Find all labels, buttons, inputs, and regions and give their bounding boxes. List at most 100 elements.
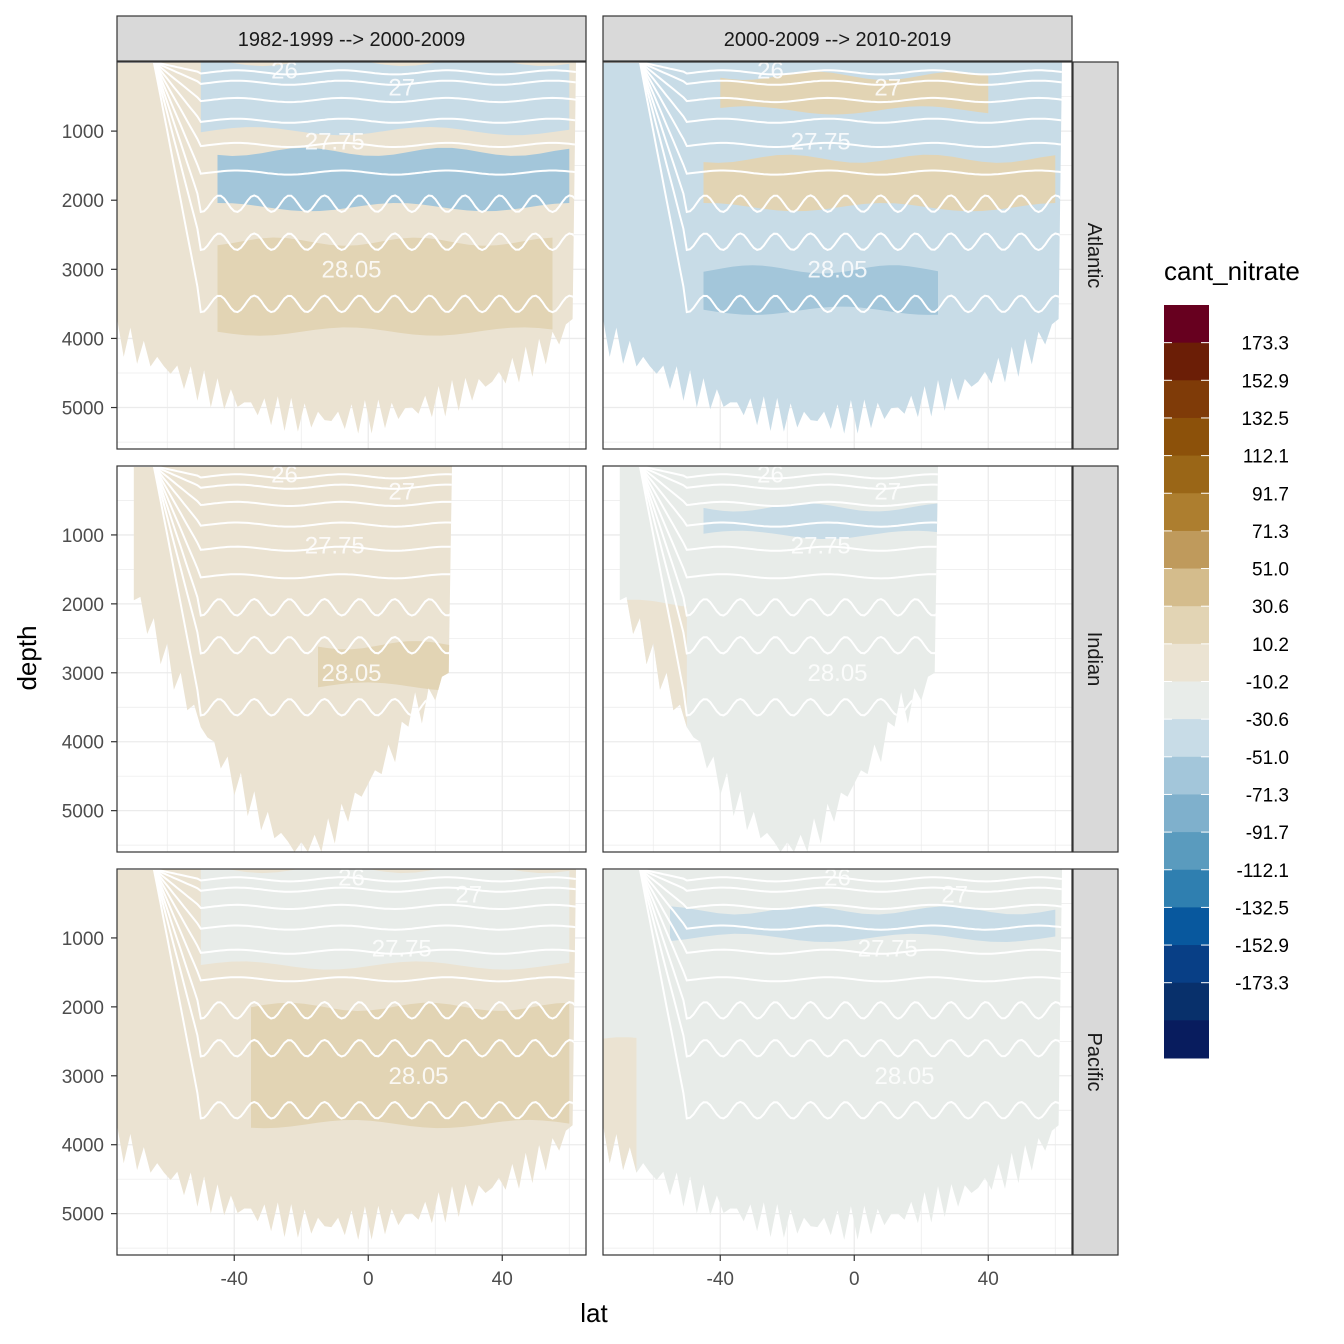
y-tick-label: 4000 bbox=[62, 329, 104, 350]
panel-atlantic-2: 26 27 27.75 28.05 bbox=[602, 57, 1073, 450]
row-strip bbox=[1072, 465, 1119, 853]
contour-label: 27 bbox=[455, 882, 482, 909]
contour-label: 27 bbox=[941, 882, 968, 909]
anomaly-region bbox=[251, 1002, 570, 1129]
legend-label: 132.5 bbox=[1241, 409, 1289, 430]
dominant-fill bbox=[619, 466, 938, 852]
x-axis-title: lat bbox=[580, 1298, 608, 1328]
anomaly-region bbox=[703, 265, 938, 315]
legend-label: 51.0 bbox=[1252, 560, 1289, 581]
contour-label: 28.05 bbox=[388, 1063, 448, 1090]
contour-label: 27.75 bbox=[858, 935, 918, 962]
panel-border bbox=[116, 868, 587, 1256]
legend-label: 10.2 bbox=[1252, 635, 1289, 656]
contour-label: 27 bbox=[388, 75, 415, 102]
contour-label: 26 bbox=[757, 461, 784, 488]
legend-swatch bbox=[1164, 342, 1209, 381]
legend-swatch bbox=[1164, 530, 1209, 570]
legend-swatch bbox=[1164, 907, 1209, 946]
legend-label: -91.7 bbox=[1246, 823, 1289, 844]
panel-pacific-1: 26 27 27.75 28.05 bbox=[116, 864, 587, 1256]
contour-label: 28.05 bbox=[807, 660, 867, 687]
contour-label: 27.75 bbox=[305, 532, 365, 559]
contour-label: 28.05 bbox=[874, 1063, 934, 1090]
legend-label: 71.3 bbox=[1252, 522, 1289, 543]
legend-swatch bbox=[1164, 1020, 1209, 1059]
panels-layer: 26 27 27.75 28.05 26 27 27.75 28.05 26 27 27.75 28.… bbox=[116, 57, 1073, 1256]
contour-label: 27.75 bbox=[791, 532, 851, 559]
contour-label: 28.05 bbox=[321, 256, 381, 283]
legend-swatch bbox=[1164, 982, 1209, 1021]
legend-label: 112.1 bbox=[1243, 447, 1289, 468]
legend-swatch bbox=[1164, 794, 1209, 833]
y-tick-label: 3000 bbox=[62, 260, 104, 281]
panel-border bbox=[602, 465, 1073, 853]
anomaly-region bbox=[200, 62, 570, 136]
contour-label: 27.75 bbox=[372, 935, 432, 962]
legend-swatch bbox=[1164, 643, 1209, 682]
isopycnal-lines bbox=[619, 466, 938, 717]
legend-label: -152.9 bbox=[1235, 936, 1289, 957]
legend-label: -30.6 bbox=[1246, 710, 1289, 731]
y-tick-label: 5000 bbox=[62, 802, 104, 823]
legend-label: -132.5 bbox=[1235, 898, 1289, 919]
x-tick-label: -40 bbox=[221, 1269, 248, 1290]
y-axis-title: depth bbox=[12, 625, 42, 690]
legend-swatch bbox=[1164, 493, 1209, 532]
legend-swatch bbox=[1164, 756, 1209, 795]
panel-indian-2: 26 27 27.75 28.05 bbox=[602, 461, 1073, 853]
panel-border bbox=[116, 465, 587, 853]
y-tick-label: 3000 bbox=[62, 664, 104, 685]
y-tick-label: 4000 bbox=[62, 733, 104, 754]
isopycnal-lines bbox=[133, 466, 453, 717]
legend-swatch bbox=[1164, 869, 1209, 908]
isopycnal-lines bbox=[117, 62, 576, 314]
row-strip-label: Indian bbox=[1083, 632, 1105, 687]
legend-title: cant_nitrate bbox=[1164, 256, 1300, 286]
axes-layer: 1000 2000 3000 4000 5000 1000 2000 3000 4000 5000… bbox=[62, 122, 999, 1290]
contour-label: 27.75 bbox=[305, 128, 365, 155]
y-tick-label: 2000 bbox=[62, 998, 104, 1019]
contour-label: 27 bbox=[874, 479, 901, 506]
column-strip-label: 1982-1999 --> 2000-2009 bbox=[238, 29, 465, 51]
legend-label: -71.3 bbox=[1246, 785, 1289, 806]
legend-swatch bbox=[1164, 455, 1209, 494]
y-tick-label: 2000 bbox=[62, 191, 104, 212]
contour-label: 26 bbox=[757, 57, 784, 84]
legend-swatch bbox=[1164, 832, 1209, 871]
legend-label: -173.3 bbox=[1235, 974, 1289, 995]
row-strip bbox=[1072, 61, 1119, 450]
y-tick-label: 1000 bbox=[62, 929, 104, 950]
x-tick-label: 0 bbox=[849, 1269, 860, 1290]
panel-pacific-2: 26 27 27.75 28.05 bbox=[602, 864, 1073, 1256]
column-strip-label: 2000-2009 --> 2010-2019 bbox=[724, 29, 951, 51]
contour-label: 26 bbox=[271, 461, 298, 488]
anomaly-region bbox=[720, 71, 989, 115]
y-tick-label: 3000 bbox=[62, 1067, 104, 1088]
contour-label: 26 bbox=[824, 864, 851, 891]
panel-indian-1: 26 27 27.75 28.05 bbox=[116, 461, 587, 853]
y-tick-label: 1000 bbox=[62, 526, 104, 547]
strips-layer: 1982-1999 --> 2000-2009 2000-2009 --> 201… bbox=[116, 15, 1119, 1256]
contour-label: 28.05 bbox=[321, 660, 381, 687]
panel-atlantic-1: 26 27 27.75 28.05 bbox=[116, 57, 587, 450]
legend-swatch bbox=[1164, 719, 1209, 758]
panel-border bbox=[116, 61, 587, 450]
legend-swatch bbox=[1164, 417, 1209, 457]
contour-label: 28.05 bbox=[807, 256, 867, 283]
contour-label: 26 bbox=[338, 864, 365, 891]
y-tick-label: 4000 bbox=[62, 1136, 104, 1157]
panel-border bbox=[602, 868, 1073, 1256]
y-tick-label: 5000 bbox=[62, 399, 104, 420]
contour-label: 26 bbox=[271, 57, 298, 84]
legend-label: 152.9 bbox=[1241, 371, 1289, 392]
legend-label: 91.7 bbox=[1252, 484, 1289, 505]
legend-label: -51.0 bbox=[1246, 748, 1289, 769]
anomaly-region bbox=[217, 147, 570, 212]
y-tick-label: 1000 bbox=[62, 122, 104, 143]
anomaly-region bbox=[318, 641, 452, 691]
legend-swatch bbox=[1164, 380, 1209, 419]
isopycnal-lines bbox=[117, 869, 576, 1120]
dominant-fill bbox=[133, 466, 453, 852]
